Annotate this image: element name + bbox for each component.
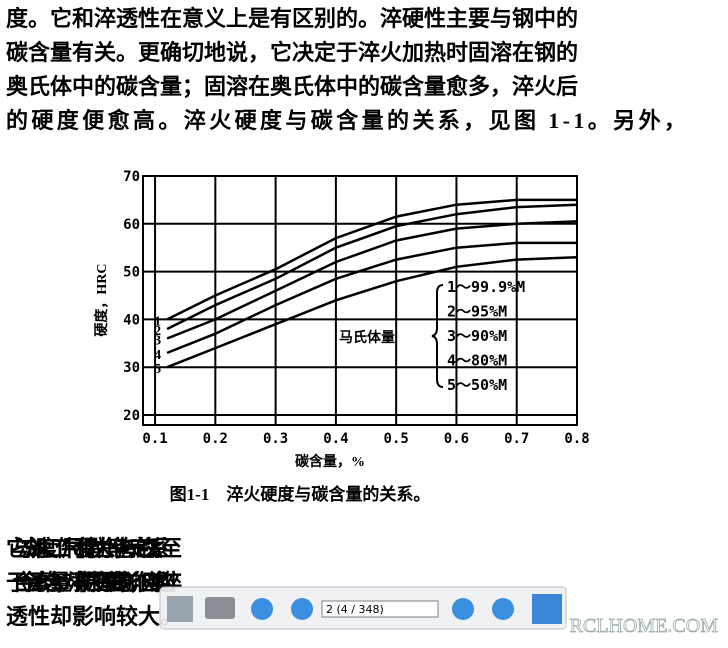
legend-entry: 5～50%M	[447, 376, 507, 394]
x-tick-label: 0.1	[142, 431, 167, 447]
page-field-text: 2 (4 / 348)	[326, 603, 384, 616]
curve-label: 5	[154, 362, 161, 377]
watermark: RCLHOME.COM	[570, 615, 719, 637]
y-tick-label: 60	[123, 217, 140, 233]
x-tick-label: 0.2	[203, 431, 228, 447]
zoom-out[interactable]	[452, 598, 474, 620]
curve-label: 4	[154, 348, 161, 363]
next-page[interactable]	[291, 598, 313, 620]
legend-entry: 2～95%M	[447, 303, 507, 321]
paragraph-line: 于合金元素的含量，对淬硬性没有显著的影响，但对钢的淬	[6, 570, 182, 595]
y-tick-label: 30	[123, 360, 140, 376]
prev-page[interactable]	[251, 598, 273, 620]
zoom-in[interactable]	[492, 598, 514, 620]
print-icon[interactable]	[205, 597, 235, 619]
paragraph-line: 透性却影响较大。	[6, 604, 182, 629]
curve-label: 1	[154, 314, 161, 329]
y-tick-label: 50	[123, 265, 140, 281]
curve	[166, 241, 577, 355]
fit-page[interactable]	[532, 594, 562, 624]
legend-brace	[431, 284, 444, 388]
legend-entry: 3～90%M	[447, 327, 507, 345]
curve	[166, 220, 578, 340]
paragraph-line: 碳含量有关。更确切地说，它决定于淬火加热时固溶在钢的	[6, 40, 578, 65]
paragraph-line: 奥氏体中的碳含量；固溶在奥氏体中的碳含量愈多，淬火后	[6, 74, 578, 99]
x-tick-label: 0.5	[384, 431, 409, 447]
legend-entry: 4～80%M	[447, 352, 507, 370]
curve-label: 3	[154, 334, 161, 349]
x-tick-label: 0.3	[263, 431, 288, 447]
x-tick-label: 0.4	[323, 431, 348, 447]
y-tick-label: 40	[123, 312, 140, 328]
plot-frame	[142, 175, 578, 426]
toolbar: 2 (4 / 348)	[159, 586, 567, 630]
y-axis-label: 硬度，HRC	[93, 263, 110, 336]
x-axis-label: 碳含量，%	[295, 453, 365, 470]
curve	[166, 203, 578, 331]
legend-title: 马氏体量	[339, 329, 395, 346]
curve	[166, 198, 577, 321]
x-tick-label: 0.7	[504, 431, 529, 447]
x-tick-label: 0.6	[444, 431, 469, 447]
page-field[interactable]	[321, 600, 439, 618]
curve	[166, 256, 578, 369]
curve-label: 2	[154, 324, 161, 339]
y-tick-label: 20	[123, 408, 140, 424]
save-icon[interactable]	[167, 596, 193, 622]
x-tick-label: 0.8	[564, 431, 589, 447]
paragraph-line: 的硬度便愈高。淬火硬度与碳含量的关系，见图 1-1。另外，	[6, 108, 686, 133]
y-tick-label: 70	[123, 169, 140, 185]
legend-entry: 1～99.9%M	[447, 278, 525, 296]
paragraph-line: 度。它和淬透性在意义上是有区别的。淬硬性主要与钢中的	[6, 6, 578, 31]
paragraph-line: 它与冷却速度、工件尺寸和晶粒大小等也有一定的关系。至	[6, 536, 182, 561]
figure-caption: 图1-1 淬火硬度与碳含量的关系。	[170, 484, 431, 504]
